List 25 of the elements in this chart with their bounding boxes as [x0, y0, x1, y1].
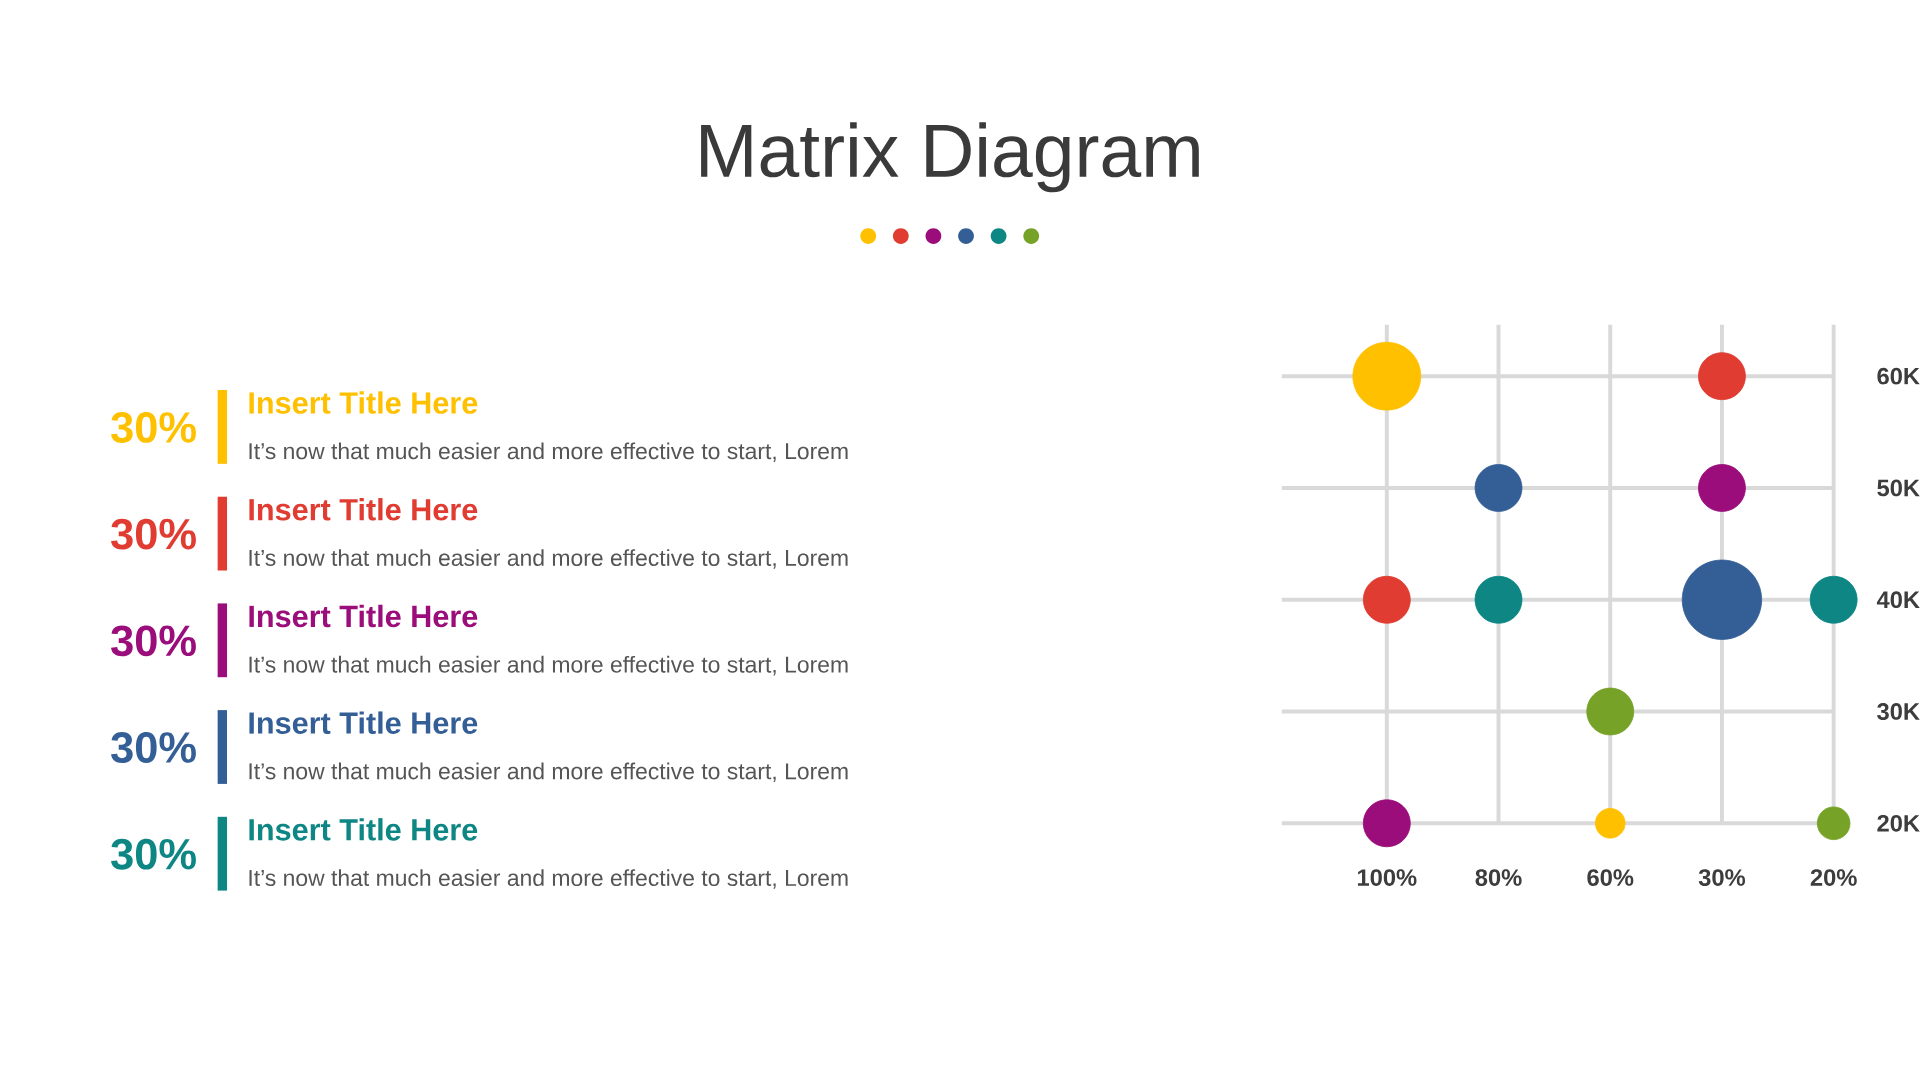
x-tick-label: 100%	[1357, 869, 1417, 886]
category-label: Insert Title Here	[249, 711, 478, 734]
x-tick-label: 80%	[1475, 869, 1522, 886]
text: 30%	[111, 625, 196, 657]
text: 30%	[111, 518, 196, 550]
y-tick-label: 20K	[1877, 814, 1920, 832]
category-label: Insert Title Here	[249, 498, 478, 521]
text: It’s now that much easier and more effective to start, Lorem	[249, 762, 848, 783]
y-tick-label: 40K	[1876, 591, 1920, 609]
category-label: Insert Title Here	[249, 604, 478, 628]
x-tick-label: 60%	[1587, 869, 1634, 886]
chart-title: Matrix Diagram	[701, 122, 1199, 193]
x-tick-label: 30%	[1698, 869, 1746, 886]
y-tick-label: 30K	[1877, 703, 1920, 720]
text: It’s now that much easier and more effective to start, Lorem	[249, 869, 848, 889]
y-tick-label: 60K	[1877, 367, 1920, 385]
category-label: Insert Title Here	[249, 818, 478, 841]
text: It’s now that much easier and more effective to start, Lorem	[249, 442, 848, 463]
text: 30%	[111, 412, 196, 443]
text: It’s now that much easier and more effective to start, Lorem	[249, 549, 848, 569]
text: It’s now that much easier and more effective to start, Lorem	[249, 655, 848, 676]
text: 30%	[111, 732, 196, 763]
category-label: Insert Title Here	[249, 391, 478, 414]
x-tick-label: 20%	[1810, 869, 1857, 886]
y-tick-label: 50K	[1877, 479, 1920, 497]
